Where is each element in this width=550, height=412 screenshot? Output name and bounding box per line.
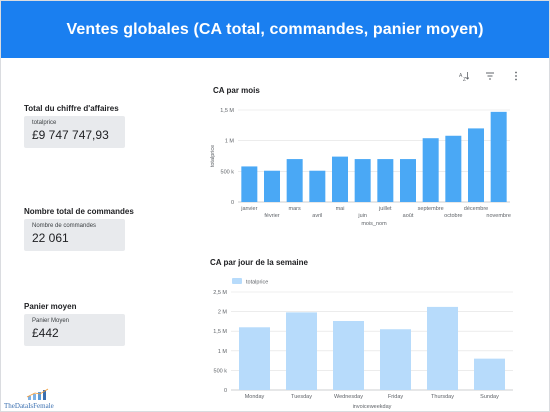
x-tick-label: mars — [289, 206, 301, 212]
bar-Wednesday — [333, 321, 364, 390]
x-tick-label: Monday — [245, 394, 265, 400]
x-tick-label: janvier — [240, 206, 257, 212]
x-tick-label: décembre — [464, 206, 488, 212]
kpi-orders-title: Nombre total de commandes — [24, 207, 134, 216]
kpi-revenue-label: totalprice — [32, 120, 57, 126]
logo-text: TheDataIsFemale — [4, 402, 54, 410]
bar-Monday — [239, 327, 270, 390]
bar-janvier — [241, 166, 258, 202]
bar-février — [264, 170, 280, 202]
bar-septembre — [422, 138, 439, 202]
bar-juin — [354, 159, 371, 202]
bar-avril — [309, 170, 326, 202]
logo-bars-graphic — [26, 388, 49, 400]
kpi-basket-title: Panier moyen — [24, 302, 77, 311]
svg-text:A: A — [459, 73, 463, 79]
bar-Tuesday — [286, 312, 317, 390]
bar-Friday — [380, 329, 411, 390]
y-tick-label: 1 M — [218, 349, 228, 355]
x-tick-label: Wednesday — [334, 394, 363, 400]
kpi-basket-label: Panier Moyen — [32, 318, 70, 324]
bar-Thursday — [427, 306, 458, 390]
chart-month-title: CA par mois — [213, 86, 260, 95]
report-title: Ventes globales (CA total, commandes, pa… — [66, 20, 484, 38]
bar-août — [400, 159, 416, 202]
x-tick-label: novembre — [486, 213, 510, 219]
thedataisfemale-logo: TheDataIsFemale — [4, 388, 88, 410]
bar-mai — [332, 156, 348, 202]
bar-Sunday — [474, 358, 505, 390]
x-tick-label: juin — [357, 213, 367, 219]
kpi-orders-value: 22 061 — [32, 231, 69, 245]
chart-month: 0 500 k 1 M 1,5 M janvier février mars avril mai… — [210, 108, 511, 227]
filter-icon[interactable] — [484, 70, 496, 82]
y-tick-label: 1,5 M — [220, 108, 234, 114]
bar-juillet — [377, 159, 394, 202]
chart-weekday-title: CA par jour de la semaine — [210, 258, 308, 267]
x-tick-label: septembre — [418, 206, 444, 212]
x-axis-label: invoiceweekday — [353, 404, 392, 410]
x-tick-label: mai — [336, 206, 345, 212]
y-tick-label: 1 M — [225, 139, 235, 145]
x-tick-label: Tuesday — [291, 394, 312, 400]
y-tick-label: 0 — [231, 200, 234, 206]
svg-text:Z: Z — [463, 77, 466, 81]
x-tick-label: Friday — [388, 394, 404, 400]
report-header: Ventes globales (CA total, commandes, pa… — [1, 1, 549, 58]
kpi-revenue-title: Total du chiffre d'affaires — [24, 104, 119, 113]
x-tick-label: août — [403, 213, 414, 219]
more-vert-icon[interactable] — [510, 70, 522, 82]
y-tick-label: 500 k — [221, 169, 235, 175]
bar-octobre — [445, 135, 462, 202]
y-axis-label: totalprice — [210, 145, 216, 167]
x-tick-label: avril — [312, 213, 322, 219]
x-tick-label: octobre — [444, 213, 462, 219]
bar-décembre — [468, 128, 484, 202]
kpi-basket-value: £442 — [32, 326, 59, 340]
x-tick-label: février — [264, 213, 279, 219]
y-tick-label: 2 M — [218, 310, 228, 316]
y-tick-label: 2,5 M — [213, 290, 227, 296]
kpi-orders-label: Nombre de commandes — [32, 223, 97, 229]
chart-weekday: 0 500 k 1 M 1,5 M 2 M 2,5 M Monday Tuesday Wedne… — [213, 278, 513, 410]
x-tick-label: Sunday — [480, 394, 499, 400]
kpi-revenue-value: £9 747 747,93 — [32, 128, 109, 142]
y-tick-label: 0 — [224, 388, 227, 394]
bar-novembre — [490, 111, 507, 202]
legend-label: totalprice — [246, 280, 268, 286]
x-tick-label: Thursday — [431, 394, 454, 400]
y-tick-label: 1,5 M — [213, 329, 227, 335]
kpi-revenue-card: totalprice £9 747 747,93 — [24, 116, 125, 148]
y-tick-label: 500 k — [214, 368, 228, 374]
x-axis-label: mois_nom — [361, 221, 387, 227]
kpi-basket-card: Panier Moyen £442 — [24, 314, 125, 346]
kpi-orders-card: Nombre de commandes 22 061 — [24, 219, 125, 251]
bar-mars — [286, 159, 303, 202]
legend-swatch — [232, 278, 242, 284]
x-tick-label: juillet — [378, 206, 392, 212]
